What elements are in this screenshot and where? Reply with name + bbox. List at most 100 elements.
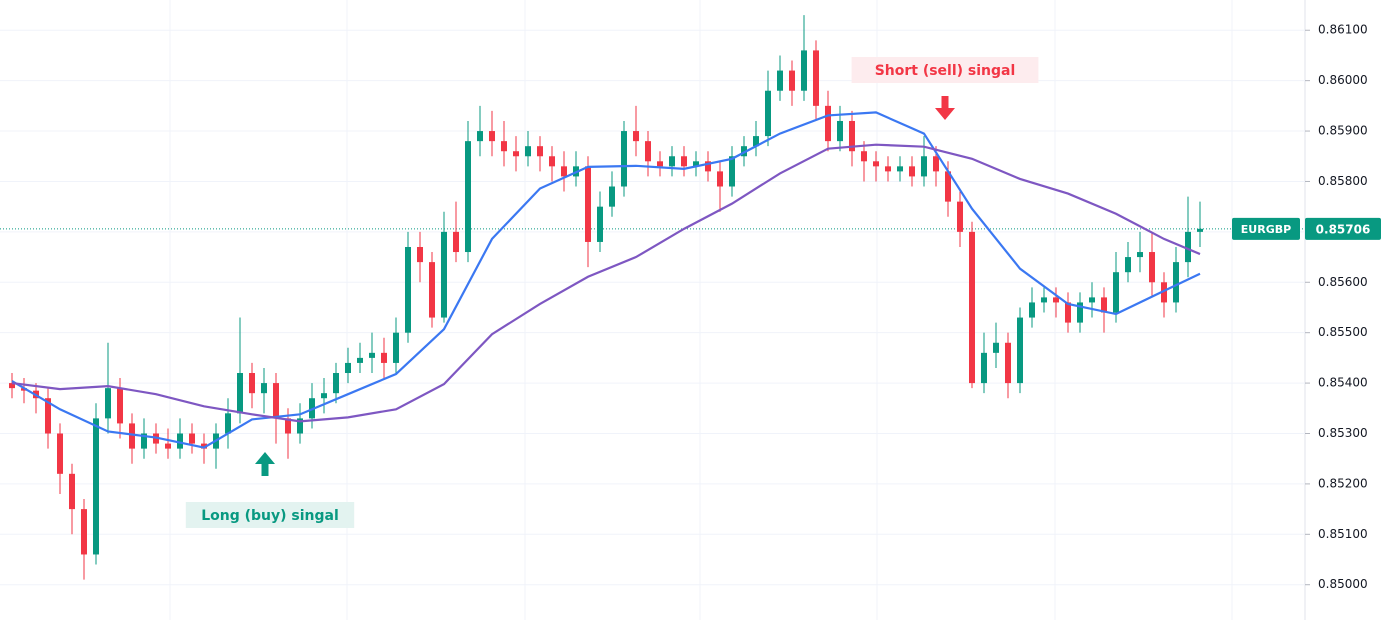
- candle-body: [57, 433, 63, 474]
- candle-body: [873, 161, 879, 167]
- candle-body: [525, 146, 531, 157]
- y-tick-label: 0.85400: [1318, 376, 1368, 390]
- signal-arrow: [255, 452, 275, 476]
- candle-body: [489, 131, 495, 142]
- y-tick-label: 0.86000: [1318, 73, 1368, 87]
- symbol-label: EURGBP: [1241, 223, 1291, 236]
- candle-body: [333, 373, 339, 394]
- annotation-bg: [185, 502, 355, 528]
- candle-body: [129, 423, 135, 449]
- candle-body: [1149, 252, 1155, 283]
- candle-body: [933, 156, 939, 172]
- candle-body: [177, 433, 183, 449]
- y-tick-label: 0.85600: [1318, 275, 1368, 289]
- candle-body: [1089, 297, 1095, 303]
- candle-body: [969, 231, 975, 384]
- price-value-label: 0.85706: [1316, 222, 1371, 236]
- candle-body: [681, 156, 687, 167]
- symbol-box: [1232, 217, 1300, 240]
- candle-body: [477, 131, 483, 142]
- candle-body: [1053, 297, 1059, 303]
- y-tick-label: 0.86100: [1318, 23, 1368, 37]
- candle-body: [981, 352, 987, 384]
- candle-body: [261, 383, 267, 394]
- candle-body: [1137, 252, 1143, 258]
- signal-arrow: [935, 96, 955, 120]
- candle-body: [345, 362, 351, 374]
- candle-body: [777, 70, 783, 91]
- candle-body: [141, 433, 147, 449]
- candle-body: [837, 120, 843, 142]
- candle-body: [621, 131, 627, 187]
- candle-body: [1029, 302, 1035, 318]
- candle-body: [717, 171, 723, 187]
- candle-body: [417, 246, 423, 263]
- candle-body: [633, 131, 639, 142]
- annotation-text: Short (sell) singal: [875, 63, 1016, 79]
- candle-body: [1005, 342, 1011, 384]
- y-tick-label: 0.85500: [1318, 325, 1368, 339]
- candle-body: [273, 383, 279, 419]
- candle-body: [165, 443, 171, 449]
- candle-body: [81, 509, 87, 555]
- candle-body: [1113, 272, 1119, 313]
- candle-body: [1161, 282, 1167, 303]
- y-tick-label: 0.85100: [1318, 527, 1368, 541]
- candle-body: [609, 186, 615, 207]
- candle-body: [849, 120, 855, 152]
- candle-body: [1101, 297, 1107, 313]
- candle-body: [441, 231, 447, 318]
- candle-body: [801, 50, 807, 91]
- candle-body: [513, 151, 519, 157]
- candle-body: [885, 166, 891, 172]
- candle-body: [765, 90, 771, 137]
- annotation-bg: [851, 57, 1039, 83]
- annotation-text: Long (buy) singal: [201, 508, 339, 524]
- candle-body: [405, 246, 411, 333]
- moving-average: [11, 111, 1201, 449]
- moving-average: [11, 143, 1201, 423]
- candle-body: [561, 166, 567, 177]
- y-tick-label: 0.85300: [1318, 426, 1368, 440]
- candle-body: [1185, 231, 1191, 263]
- candle-body: [1173, 262, 1179, 303]
- candle-body: [189, 433, 195, 444]
- candle-body: [93, 418, 99, 555]
- candle-body: [753, 136, 759, 147]
- candle-body: [117, 388, 123, 424]
- candle-body: [453, 231, 459, 253]
- candle-body: [585, 166, 591, 242]
- candle-body: [381, 352, 387, 363]
- candle-body: [549, 156, 555, 167]
- y-tick-label: 0.85200: [1318, 476, 1368, 490]
- candle-body: [9, 383, 15, 389]
- candle-body: [201, 443, 207, 449]
- candle-body: [705, 161, 711, 172]
- candle-body: [957, 201, 963, 232]
- candle-body: [537, 146, 543, 157]
- y-tick-label: 0.85800: [1318, 174, 1368, 188]
- candle-body: [45, 398, 51, 434]
- candle-body: [945, 171, 951, 202]
- candle-body: [645, 141, 651, 162]
- candle-body: [789, 70, 795, 91]
- candle-body: [597, 206, 603, 242]
- candle-body: [1041, 297, 1047, 303]
- candle-body: [69, 473, 75, 510]
- candle-body: [465, 141, 471, 253]
- y-tick-label: 0.85900: [1318, 124, 1368, 138]
- candle-body: [993, 342, 999, 353]
- candle-body: [501, 141, 507, 152]
- candle-body: [429, 262, 435, 318]
- candle-body: [909, 166, 915, 177]
- candle-body: [237, 373, 243, 414]
- candle-body: [393, 332, 399, 363]
- candle-body: [1077, 302, 1083, 323]
- candle-body: [297, 418, 303, 434]
- y-tick-label: 0.85000: [1318, 577, 1368, 591]
- candle-body: [897, 166, 903, 172]
- candle-body: [729, 156, 735, 187]
- candle-body: [825, 105, 831, 142]
- candle-body: [249, 373, 255, 394]
